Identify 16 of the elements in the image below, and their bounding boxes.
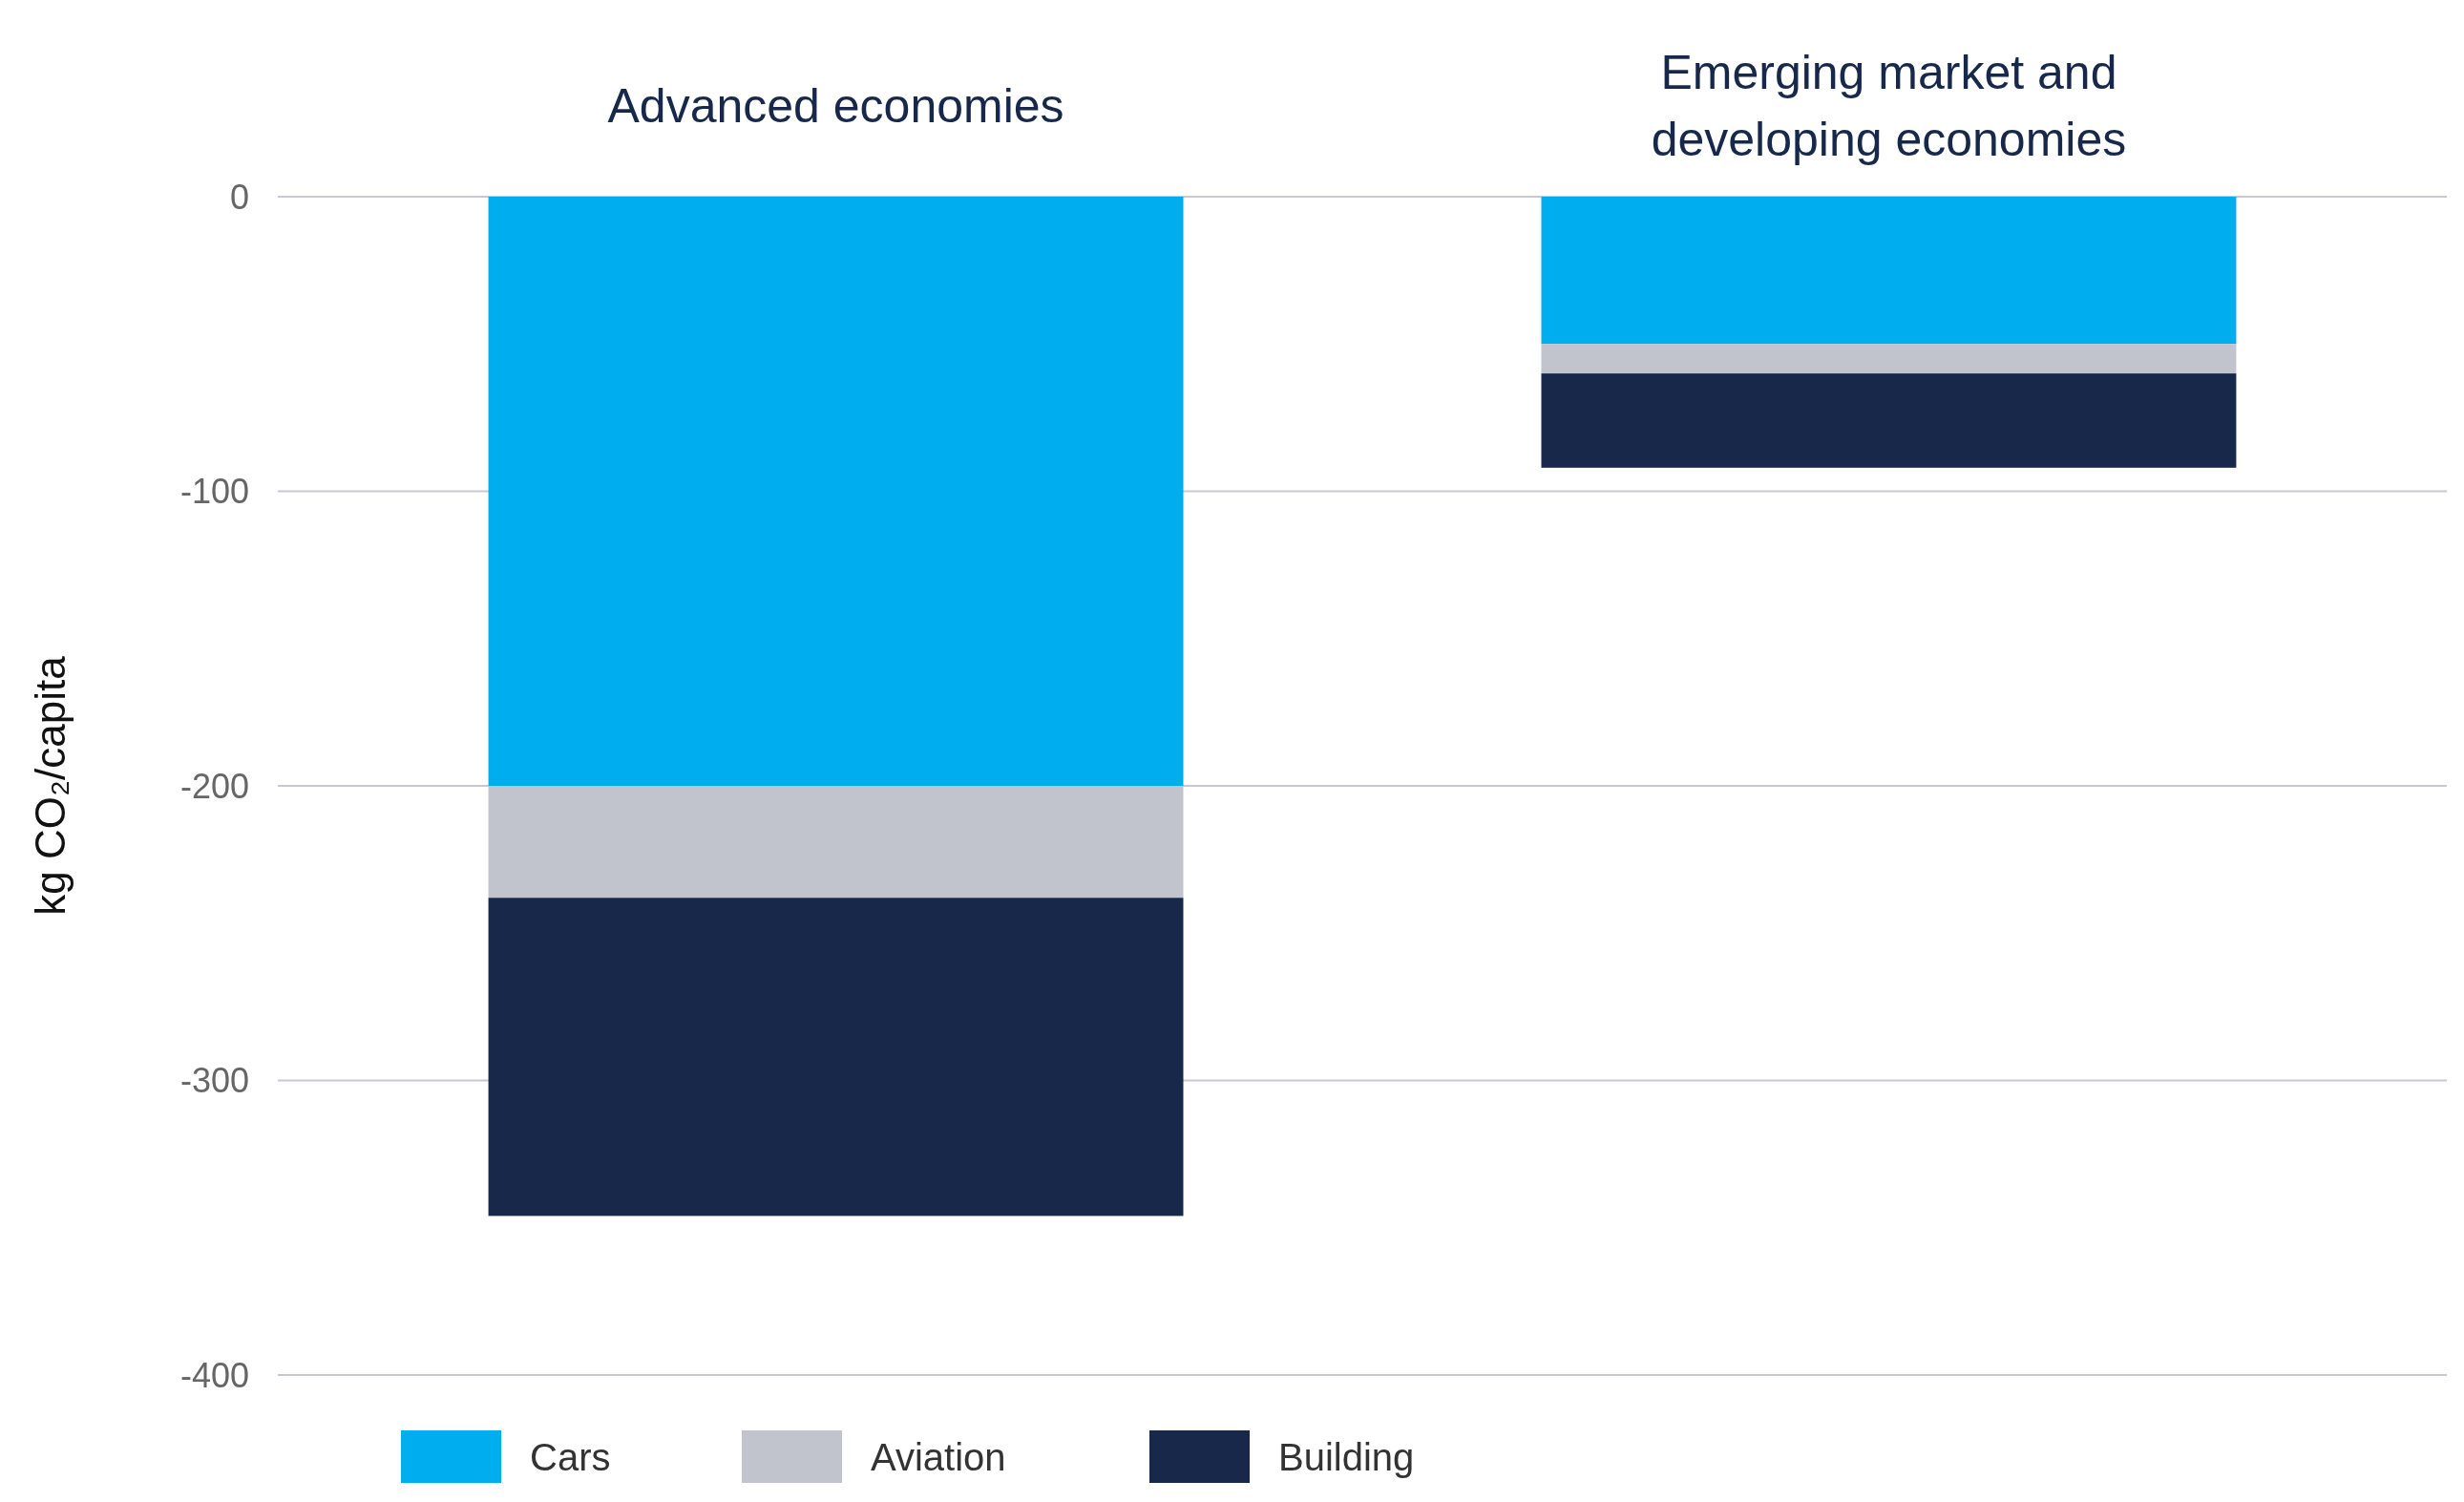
y-tick-label: -400 (179, 1355, 249, 1395)
bar (488, 197, 1184, 786)
bar (1541, 344, 2237, 374)
y-axis-title: kg CO₂/capita (27, 655, 74, 916)
x-tick-label: Emerging market and developing economies (1651, 46, 2127, 166)
bar (488, 898, 1184, 1216)
bar (1541, 197, 2237, 345)
y-tick-label: -300 (179, 1061, 249, 1101)
y-tick-label: 0 (229, 177, 249, 217)
legend-label: Building (1278, 1436, 1415, 1478)
legend-label: Aviation (871, 1436, 1006, 1478)
y-tick-label: -200 (179, 766, 249, 806)
bar (1541, 373, 2237, 468)
legend-label: Cars (530, 1436, 611, 1478)
y-tick-label: -100 (179, 472, 249, 512)
x-tick-label: Advanced economies (607, 79, 1064, 133)
